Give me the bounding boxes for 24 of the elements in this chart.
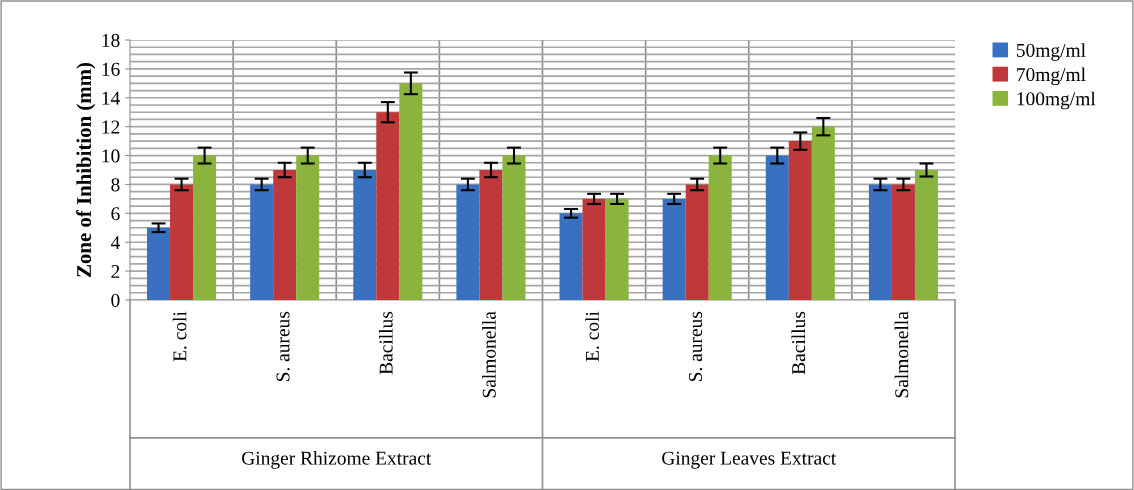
y-tick-label: 10 xyxy=(102,149,120,163)
x-tick-label: Bacillus xyxy=(791,311,806,375)
y-tick-label: 18 xyxy=(102,33,120,47)
y-axis-title: Zone of Inhibition (mm) xyxy=(76,62,96,277)
y-tick-label: 2 xyxy=(111,264,120,278)
legend-label: 50mg/ml xyxy=(1016,43,1086,61)
y-tick-label: 16 xyxy=(102,62,120,76)
x-tick-label: E. coli xyxy=(172,311,187,362)
legend-label: 100mg/ml xyxy=(1017,91,1096,110)
y-tick-label: 4 xyxy=(110,236,120,249)
x-tick-label: E. coli xyxy=(585,311,600,362)
y-tick-label: 12 xyxy=(102,120,120,134)
x-tick-label: Bacillus xyxy=(379,311,393,375)
x-tick-label: Salmonella xyxy=(482,311,496,398)
text: Ginger Leaves Extract xyxy=(662,451,837,469)
y-tick-label: 8 xyxy=(111,178,120,192)
y-tick-label: 14 xyxy=(102,91,120,105)
y-tick-label: 0 xyxy=(111,293,120,307)
x-tick-label: S. aureus xyxy=(688,311,703,382)
legend-label: 70mg/ml xyxy=(1017,67,1086,86)
y-tick-label: 6 xyxy=(111,207,120,221)
x-tick-label: S. aureus xyxy=(276,311,290,382)
text: Ginger Rhizome Extract xyxy=(242,451,432,469)
x-tick-label: Salmonella xyxy=(894,311,909,398)
